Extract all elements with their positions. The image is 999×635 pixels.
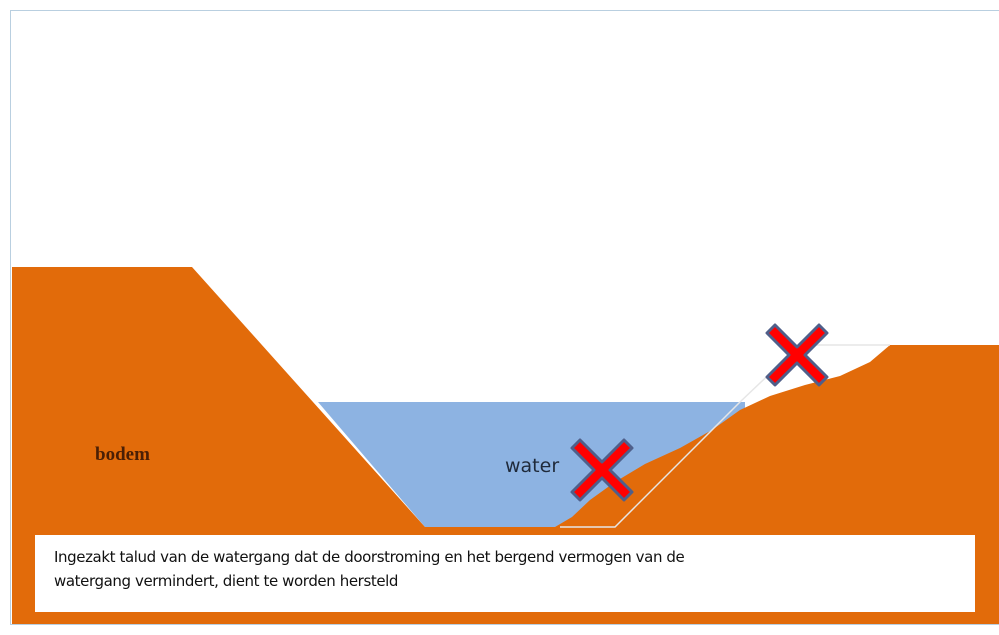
diagram: bodem water Ingezakt talud van de waterg… (0, 0, 999, 635)
caption-line: watergang vermindert, dient te worden he… (54, 572, 398, 590)
soil-label: bodem (95, 444, 150, 465)
caption-line: Ingezakt talud van de watergang dat de d… (54, 548, 685, 566)
water-label: water (505, 455, 559, 477)
